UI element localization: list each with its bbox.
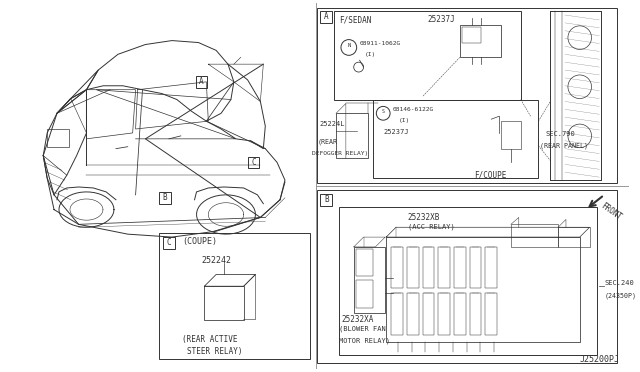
Bar [454,247,466,288]
Text: A: A [324,13,328,22]
Text: F/COUPE: F/COUPE [475,170,507,179]
Bar [159,233,310,359]
Text: SEC.240: SEC.240 [604,280,634,286]
Text: (REAR PANEL): (REAR PANEL) [540,143,588,149]
Text: A: A [199,77,204,86]
Text: (REAR ACTIVE: (REAR ACTIVE [182,335,237,344]
Text: 25232XB: 25232XB [408,212,440,222]
Bar [460,25,501,57]
Bar [462,27,481,42]
Bar [501,121,521,149]
Text: J25200PJ: J25200PJ [580,355,620,364]
Text: (ACC RELAY): (ACC RELAY) [408,223,454,230]
Bar [321,11,332,23]
Text: DEFOGGER RELAY): DEFOGGER RELAY) [312,151,369,155]
Text: 25224L: 25224L [319,121,345,127]
Text: 25237J: 25237J [383,129,409,135]
Text: S: S [382,109,385,114]
Text: (I): (I) [399,118,410,123]
Bar [422,247,435,288]
Bar [407,247,419,288]
Text: F/SEDAN: F/SEDAN [339,15,371,24]
Bar [485,247,497,288]
Bar [373,100,538,178]
Bar [163,237,175,249]
Text: N: N [347,43,351,48]
Bar [470,247,481,288]
Text: 08146-6122G: 08146-6122G [393,108,435,112]
Text: C: C [251,158,256,167]
Bar [248,157,259,168]
Text: 25237J: 25237J [428,15,455,24]
Bar [317,190,617,363]
Text: FRONT: FRONT [600,202,623,222]
Text: (24350P): (24350P) [604,292,636,299]
Bar [204,286,244,320]
Text: MOTOR RELAY): MOTOR RELAY) [339,337,390,344]
Bar [438,247,450,288]
Text: C: C [166,238,172,247]
Bar [336,113,369,158]
Text: SEC.790: SEC.790 [545,131,575,137]
Bar [511,224,558,247]
Text: (REAR: (REAR [317,139,337,145]
Bar [422,293,435,335]
Bar [196,76,207,88]
Text: STEER RELAY): STEER RELAY) [187,347,242,356]
Text: B: B [324,195,328,204]
Bar [454,293,466,335]
Bar [485,293,497,335]
Bar [558,227,589,247]
Text: 25232XA: 25232XA [342,315,374,324]
Bar [356,280,373,308]
Bar [391,293,403,335]
Text: (I): (I) [365,52,376,57]
Bar [407,293,419,335]
Bar [386,237,580,342]
Text: B: B [163,193,168,202]
Bar [159,192,171,204]
Bar [47,129,68,147]
Bar [334,11,521,100]
Text: 08911-1062G: 08911-1062G [360,41,401,46]
Text: 252242: 252242 [202,256,232,265]
Text: (BLOWER FAN: (BLOWER FAN [339,326,386,332]
Bar [356,249,373,276]
Bar [438,293,450,335]
Bar [391,247,403,288]
Bar [354,247,385,313]
Bar [321,194,332,206]
Bar [470,293,481,335]
Bar [317,8,617,183]
Bar [339,206,597,355]
Text: (COUPE): (COUPE) [182,237,217,246]
